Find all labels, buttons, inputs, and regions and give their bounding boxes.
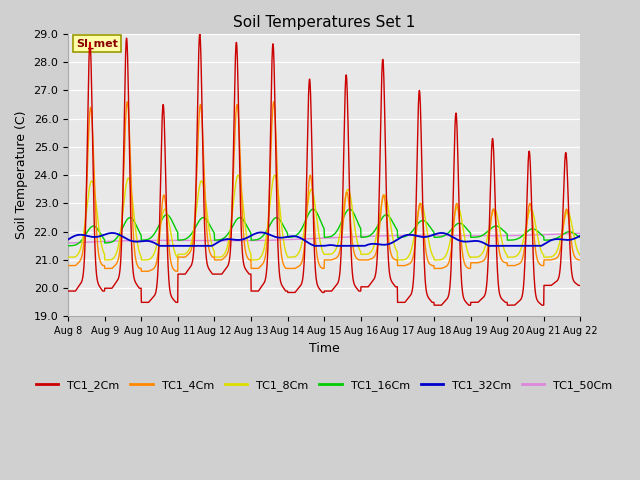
TC1_8Cm [353, 235, 360, 240]
TC1_2Cm [196, 31, 204, 37]
TC1_4Cm [124, 99, 131, 105]
Legend: TC1_2Cm, TC1_4Cm, TC1_8Cm, TC1_16Cm, TC1_32Cm, TC1_50Cm: TC1_2Cm, TC1_4Cm, TC1_8Cm, TC1_16Cm, TC1… [31, 376, 617, 396]
Text: SI_met: SI_met [76, 39, 118, 49]
Line: TC1_2Cm: TC1_2Cm [68, 34, 580, 305]
TC1_4Cm [298, 258, 306, 264]
TC1_32Cm [576, 233, 584, 239]
TC1_50Cm [298, 236, 305, 242]
Line: TC1_8Cm: TC1_8Cm [68, 175, 580, 260]
TC1_16Cm [515, 236, 522, 241]
TC1_4Cm [515, 261, 522, 267]
TC1_32Cm [257, 229, 265, 235]
TC1_32Cm [298, 236, 306, 242]
TC1_4Cm [576, 257, 584, 263]
TC1_8Cm [138, 257, 145, 263]
TC1_16Cm [449, 225, 456, 231]
TC1_4Cm [529, 226, 537, 231]
TC1_16Cm [309, 206, 317, 212]
TC1_16Cm [577, 235, 584, 240]
TC1_2Cm [298, 279, 306, 285]
Line: TC1_50Cm: TC1_50Cm [68, 233, 580, 243]
TC1_2Cm [352, 285, 360, 290]
TC1_4Cm [64, 263, 72, 268]
TC1_32Cm [515, 243, 522, 249]
TC1_16Cm [298, 226, 305, 231]
Title: Soil Temperatures Set 1: Soil Temperatures Set 1 [233, 15, 415, 30]
TC1_16Cm [576, 234, 584, 240]
TC1_8Cm [298, 239, 306, 245]
TC1_8Cm [529, 211, 537, 216]
TC1_2Cm [449, 202, 457, 207]
TC1_32Cm [449, 234, 457, 240]
TC1_2Cm [430, 302, 438, 308]
TC1_50Cm [64, 240, 72, 246]
TC1_4Cm [353, 255, 360, 261]
TC1_32Cm [353, 243, 360, 249]
TC1_2Cm [576, 283, 584, 288]
TC1_32Cm [64, 237, 72, 242]
TC1_4Cm [138, 268, 145, 274]
TC1_2Cm [515, 299, 522, 305]
TC1_50Cm [577, 230, 584, 236]
Line: TC1_32Cm: TC1_32Cm [68, 232, 580, 246]
TC1_50Cm [576, 230, 584, 236]
TC1_16Cm [64, 243, 72, 249]
TC1_2Cm [577, 283, 584, 288]
Line: TC1_4Cm: TC1_4Cm [68, 102, 580, 271]
TC1_8Cm [577, 252, 584, 258]
TC1_8Cm [64, 254, 72, 260]
TC1_4Cm [577, 257, 584, 263]
X-axis label: Time: Time [309, 342, 340, 355]
TC1_8Cm [515, 251, 522, 257]
Line: TC1_16Cm: TC1_16Cm [68, 209, 580, 246]
TC1_4Cm [449, 230, 457, 236]
TC1_50Cm [352, 234, 360, 240]
TC1_32Cm [156, 243, 163, 249]
TC1_32Cm [529, 243, 537, 249]
TC1_32Cm [577, 233, 584, 239]
TC1_2Cm [64, 288, 72, 294]
TC1_8Cm [576, 252, 584, 258]
TC1_2Cm [529, 256, 537, 262]
TC1_16Cm [529, 226, 537, 232]
TC1_50Cm [449, 233, 456, 239]
TC1_50Cm [514, 233, 522, 239]
Y-axis label: Soil Temperature (C): Soil Temperature (C) [15, 111, 28, 240]
TC1_16Cm [352, 216, 360, 221]
TC1_50Cm [529, 232, 536, 238]
TC1_8Cm [234, 172, 242, 178]
TC1_8Cm [449, 222, 457, 228]
